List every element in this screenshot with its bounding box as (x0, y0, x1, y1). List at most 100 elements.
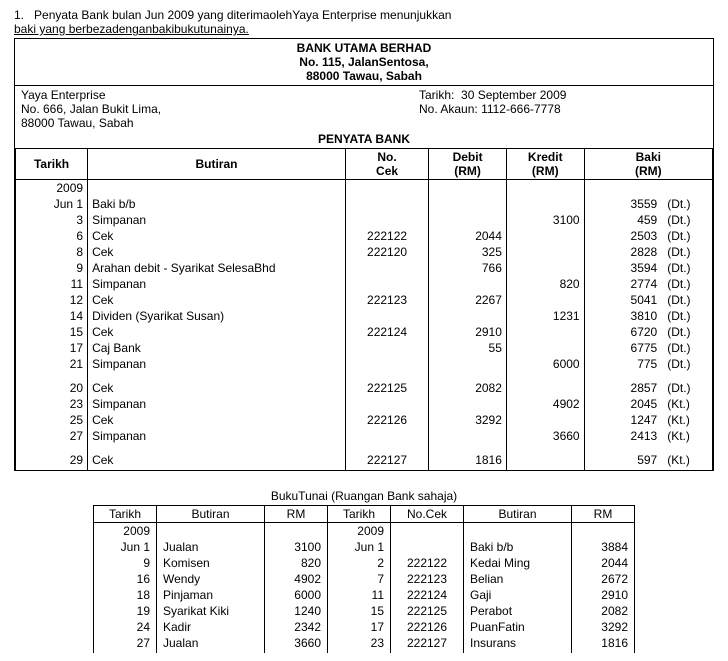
cell-baki: 1247 (584, 412, 661, 428)
cell-baki-suf: (Dt.) (661, 276, 712, 292)
cell-baki: 3594 (584, 260, 661, 276)
br-nocek: 222123 (391, 571, 464, 587)
cell-baki-suf: (Kt.) (661, 412, 712, 428)
bank-row: 25Cek22212632921247(Kt.) (16, 412, 713, 428)
buku-row: 9Komisen8202222122Kedai Ming2044 (94, 555, 635, 571)
acct-no: No. Akaun: 1112-666-7778 (419, 102, 707, 116)
bl-butiran: Pinjaman (157, 587, 265, 603)
intro-line1: Penyata Bank bulan Jun 2009 yang diterim… (34, 8, 451, 22)
cell-butiran: Simpanan (88, 212, 346, 228)
cell-tarikh: Jun 1 (16, 196, 88, 212)
cell-nocek: 222122 (345, 228, 428, 244)
cell-baki: 775 (584, 356, 661, 372)
cell-debit: 1816 (429, 452, 507, 470)
bank-year: 2009 (16, 180, 88, 197)
br-tarikh: 17 (328, 619, 391, 635)
br-nocek: 222126 (391, 619, 464, 635)
cell-kredit: 820 (506, 276, 584, 292)
bank-row: 12Cek22212322675041(Dt.) (16, 292, 713, 308)
bh-rm-r: RM (572, 506, 635, 523)
bh-butiran-r: Butiran (464, 506, 572, 523)
cell-baki: 5041 (584, 292, 661, 308)
br-rm: 2082 (572, 603, 635, 619)
bank-meta: Yaya Enterprise No. 666, Jalan Bukit Lim… (15, 86, 713, 130)
cell-tarikh: 8 (16, 244, 88, 260)
bank-spacer-row (16, 444, 713, 452)
bank-spacer-row (16, 372, 713, 380)
cell-butiran: Cek (88, 244, 346, 260)
br-rm: 1816 (572, 635, 635, 653)
cell-kredit (506, 340, 584, 356)
bank-row: 11Simpanan8202774(Dt.) (16, 276, 713, 292)
bank-row: 20Cek22212520822857(Dt.) (16, 380, 713, 396)
bl-butiran: Komisen (157, 555, 265, 571)
bh-tarikh-l: Tarikh (94, 506, 157, 523)
br-rm: 3884 (572, 539, 635, 555)
cell-butiran: Baki b/b (88, 196, 346, 212)
bank-row: 17Caj Bank556775(Dt.) (16, 340, 713, 356)
bl-butiran: Syarikat Kiki (157, 603, 265, 619)
buku-header-row: Tarikh Butiran RM Tarikh No.Cek Butiran … (94, 506, 635, 523)
bh-butiran-l: Butiran (157, 506, 265, 523)
cell-nocek: 222120 (345, 244, 428, 260)
cell-debit (429, 428, 507, 444)
bl-rm: 1240 (265, 603, 328, 619)
bl-butiran: Jualan (157, 539, 265, 555)
bl-tarikh: Jun 1 (94, 539, 157, 555)
cell-kredit (506, 228, 584, 244)
cell-baki-suf: (Dt.) (661, 228, 712, 244)
cell-debit (429, 308, 507, 324)
bank-name: BANK UTAMA BERHAD (15, 41, 713, 55)
cell-baki: 2774 (584, 276, 661, 292)
cell-debit: 2082 (429, 380, 507, 396)
cell-butiran: Cek (88, 452, 346, 470)
cell-butiran: Simpanan (88, 276, 346, 292)
cell-butiran: Simpanan (88, 396, 346, 412)
cell-baki: 2503 (584, 228, 661, 244)
bl-rm: 3660 (265, 635, 328, 653)
br-butiran: Kedai Ming (464, 555, 572, 571)
bl-tarikh: 24 (94, 619, 157, 635)
bl-rm: 6000 (265, 587, 328, 603)
bl-rm: 2342 (265, 619, 328, 635)
cell-butiran: Cek (88, 380, 346, 396)
cell-nocek (345, 276, 428, 292)
hdr-debit: Debit(RM) (429, 149, 507, 180)
cell-baki-suf: (Dt.) (661, 292, 712, 308)
cell-baki-suf: (Kt.) (661, 396, 712, 412)
intro-line2: baki yang berbezadenganbakibukutunainya. (14, 22, 249, 36)
bh-nocek: No.Cek (391, 506, 464, 523)
cell-baki: 597 (584, 452, 661, 470)
cell-baki: 3559 (584, 196, 661, 212)
cust-name: Yaya Enterprise (21, 88, 309, 102)
br-butiran: Perabot (464, 603, 572, 619)
cell-nocek (345, 396, 428, 412)
bank-statement-box: BANK UTAMA BERHAD No. 115, JalanSentosa,… (14, 38, 714, 471)
cell-debit (429, 212, 507, 228)
cell-debit: 3292 (429, 412, 507, 428)
bank-row: 29Cek2221271816597(Kt.) (16, 452, 713, 470)
buku-row: 16Wendy49027222123Belian2672 (94, 571, 635, 587)
hdr-butiran: Butiran (88, 149, 346, 180)
cell-butiran: Cek (88, 412, 346, 428)
cell-baki-suf: (Dt.) (661, 356, 712, 372)
cell-tarikh: 17 (16, 340, 88, 356)
cell-debit: 2044 (429, 228, 507, 244)
cell-debit (429, 396, 507, 412)
cell-debit (429, 196, 507, 212)
bank-table: Tarikh Butiran No.Cek Debit(RM) Kredit(R… (15, 148, 713, 470)
bank-row: 14Dividen (Syarikat Susan)12313810(Dt.) (16, 308, 713, 324)
br-rm: 2044 (572, 555, 635, 571)
buku-title: BukuTunai (Ruangan Bank sahaja) (14, 489, 714, 503)
cell-baki: 2828 (584, 244, 661, 260)
cell-debit: 325 (429, 244, 507, 260)
cell-kredit (506, 380, 584, 396)
buku-year-row: 20092009 (94, 523, 635, 540)
cell-nocek: 222124 (345, 324, 428, 340)
bank-row: Jun 1Baki b/b3559(Dt.) (16, 196, 713, 212)
cell-kredit: 1231 (506, 308, 584, 324)
cell-nocek (345, 428, 428, 444)
cell-butiran: Cek (88, 292, 346, 308)
cell-nocek: 222126 (345, 412, 428, 428)
cell-kredit (506, 452, 584, 470)
